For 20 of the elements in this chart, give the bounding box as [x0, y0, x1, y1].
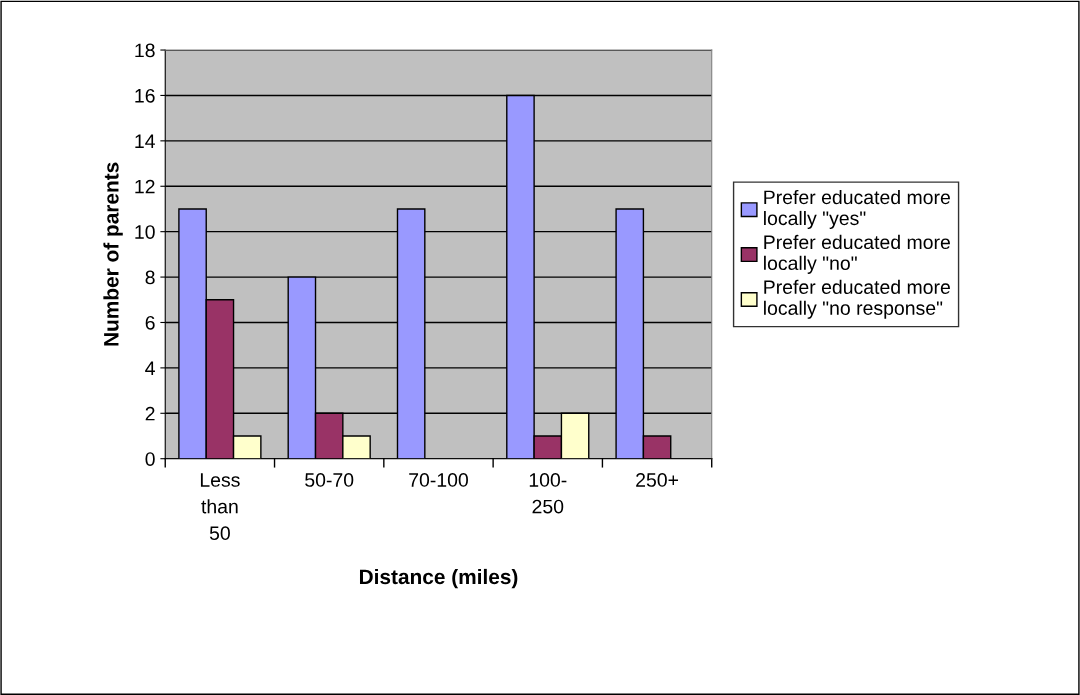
- y-tick-label: 10: [135, 225, 155, 239]
- y-axis-title: Number of parents: [103, 162, 123, 346]
- x-tick-label: 100- 250: [529, 473, 567, 514]
- x-axis-title: Distance (miles): [359, 568, 518, 589]
- x-tick-label: 250+: [636, 473, 679, 487]
- y-tick-label: 14: [135, 134, 155, 148]
- legend-label: Prefer educated more locally "no response": [764, 279, 950, 319]
- x-tick-label: 70-100: [409, 473, 468, 487]
- y-tick-label: 2: [145, 406, 155, 421]
- y-tick-label: 6: [145, 315, 155, 330]
- legend-label: Prefer educated more locally "no": [764, 234, 950, 274]
- y-tick-label: 4: [145, 361, 155, 375]
- y-tick-label: 0: [145, 452, 155, 466]
- y-tick-label: 12: [135, 179, 155, 194]
- y-tick-label: 16: [135, 88, 155, 103]
- y-tick-label: 8: [145, 270, 155, 285]
- y-tick-label: 18: [135, 43, 155, 58]
- x-tick-label: 50-70: [305, 473, 354, 487]
- x-tick-label: Less than 50: [200, 473, 240, 541]
- legend-label: Prefer educated more locally "yes": [764, 189, 950, 229]
